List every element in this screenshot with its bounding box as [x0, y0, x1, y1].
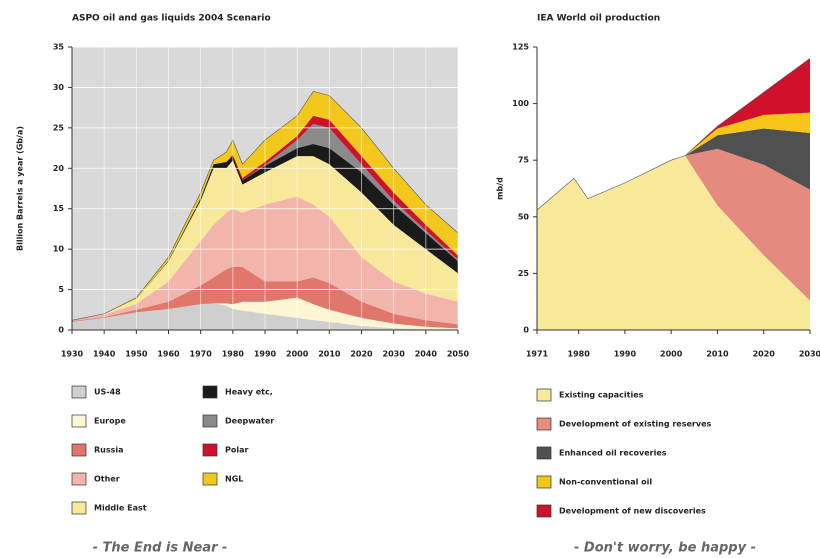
x-tick-label: 1980: [568, 350, 591, 359]
x-tick-label: 1940: [93, 350, 116, 359]
caption: - Don't worry, be happy -: [574, 541, 756, 556]
legend-label: Middle East: [94, 504, 147, 513]
legend-swatch: [202, 472, 218, 486]
area: [537, 148, 810, 301]
legend-swatch: [202, 385, 218, 399]
legend-label: Development of existing reserves: [559, 420, 712, 429]
x-tick-label: 2050: [447, 350, 470, 359]
legend-label: Europe: [94, 417, 126, 426]
x-tick-label: 2000: [286, 350, 309, 359]
y-tick-label: 35: [53, 43, 65, 52]
y-tick-label: 10: [53, 245, 65, 254]
y-tick-label: 0: [58, 326, 64, 335]
area: [537, 155, 810, 330]
area: [537, 128, 810, 211]
x-tick-label: 2030: [383, 350, 406, 359]
x-tick-label: 2020: [350, 350, 373, 359]
legend-swatch: [536, 504, 552, 518]
legend-label: Other: [94, 475, 120, 484]
legend-label: Enhanced oil recoveries: [559, 449, 667, 458]
x-tick-label: 1970: [190, 350, 213, 359]
legend-swatch: [71, 385, 87, 399]
legend-swatch: [202, 443, 218, 457]
x-tick-label: 1990: [254, 350, 277, 359]
legend-label: Russia: [94, 446, 124, 455]
y-tick-label: 125: [512, 43, 529, 52]
x-tick-label: 1960: [157, 350, 180, 359]
legend-swatch: [536, 446, 552, 460]
y-tick-label: 50: [518, 212, 530, 221]
x-tick-label: 2020: [753, 350, 776, 359]
legend-swatch: [202, 414, 218, 428]
legend-swatch: [536, 475, 552, 489]
legend-label: Development of new discoveries: [559, 507, 706, 516]
outline: [71, 91, 459, 321]
x-tick-label: 2010: [706, 350, 729, 359]
x-tick-label: 1990: [614, 350, 637, 359]
x-tick-label: 2040: [415, 350, 438, 359]
legend-label: Heavy etc,: [225, 388, 273, 397]
legend-label: US-48: [94, 388, 121, 397]
legend-swatch: [71, 501, 87, 515]
legend-label: Polar: [225, 446, 249, 455]
area: [537, 112, 810, 211]
legend-swatch: [71, 472, 87, 486]
legend-swatch: [536, 417, 552, 431]
y-tick-label: 15: [53, 204, 65, 213]
chart-title: ASPO oil and gas liquids 2004 Scenario: [72, 14, 271, 24]
x-tick-label: 1971: [526, 350, 549, 359]
chart-title: IEA World oil production: [537, 14, 660, 24]
x-tick-label: 2010: [318, 350, 341, 359]
y-axis-label: Billion Barrels a year (Gb/a): [16, 126, 25, 251]
y-axis-label: mb/d: [496, 177, 505, 200]
y-tick-label: 100: [512, 99, 529, 108]
y-tick-label: 75: [518, 156, 530, 165]
outline: [536, 58, 811, 211]
y-tick-label: 25: [53, 123, 65, 132]
legend-swatch: [536, 388, 552, 402]
x-tick-label: 2000: [660, 350, 683, 359]
y-tick-label: 25: [518, 269, 530, 278]
y-tick-label: 0: [523, 326, 529, 335]
x-tick-label: 1930: [61, 350, 84, 359]
legend-label: Non-conventional oil: [559, 478, 652, 487]
legend-label: Existing capacities: [559, 391, 644, 400]
x-tick-label: 1980: [222, 350, 245, 359]
legend-label: Deepwater: [225, 417, 274, 426]
legend-swatch: [71, 443, 87, 457]
legend-swatch: [71, 414, 87, 428]
y-tick-label: 30: [53, 83, 65, 92]
x-tick-label: 2030: [799, 350, 820, 359]
caption: - The End is Near -: [93, 541, 228, 556]
x-tick-label: 1950: [125, 350, 148, 359]
legend-label: NGL: [225, 475, 243, 484]
y-tick-label: 5: [58, 285, 64, 294]
y-tick-label: 20: [53, 164, 65, 173]
